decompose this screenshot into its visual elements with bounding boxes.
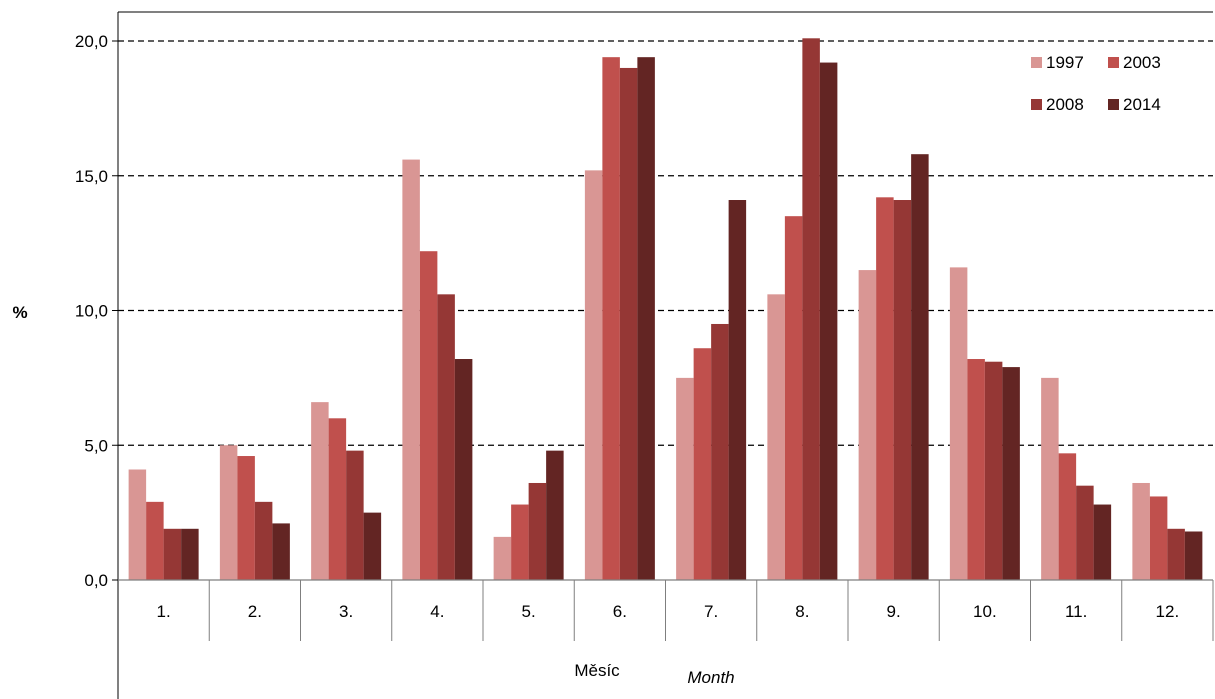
legend: 1997 2003 2008 2014 xyxy=(1031,53,1161,114)
bar-2003-2 xyxy=(237,456,255,580)
bar-1997-1 xyxy=(128,469,147,580)
x-axis-label: Měsíc xyxy=(574,661,620,680)
bar-1997-6 xyxy=(584,170,603,581)
bar-2003-10 xyxy=(967,359,985,580)
x-tick-label: 2. xyxy=(248,602,262,621)
bar-2014-10 xyxy=(1002,367,1020,580)
y-axis-label: % xyxy=(12,303,27,322)
bar-2003-1 xyxy=(146,501,164,580)
bar-2003-12 xyxy=(1149,496,1168,580)
legend-label-2003: 2003 xyxy=(1123,53,1161,72)
bar-2014-11 xyxy=(1093,504,1112,580)
x-tick-label: 11. xyxy=(1065,602,1087,621)
bar-2008-10 xyxy=(984,361,1003,580)
grid-lines xyxy=(118,40,1213,446)
bar-1997-5 xyxy=(493,536,512,580)
x-tick-label: 1. xyxy=(157,602,171,621)
bar-2008-7 xyxy=(711,323,729,580)
bar-2008-12 xyxy=(1167,528,1185,580)
legend-swatch-1997 xyxy=(1031,57,1042,68)
bar-2008-5 xyxy=(528,482,547,580)
bar-1997-10 xyxy=(949,267,968,580)
bar-1997-3 xyxy=(311,402,329,580)
legend-swatch-2014 xyxy=(1108,99,1119,110)
legend-swatch-2003 xyxy=(1108,57,1119,68)
legend-label-1997: 1997 xyxy=(1046,53,1084,72)
x-axis-label-english: Month xyxy=(687,668,734,687)
bar-2014-2 xyxy=(272,523,290,580)
x-tick-label: 10. xyxy=(973,602,997,621)
y-tick-label: 0,0 xyxy=(84,571,108,590)
bar-2014-6 xyxy=(637,57,655,581)
bar-2003-7 xyxy=(693,348,712,580)
y-tick-label: 20,0 xyxy=(75,32,108,51)
legend-swatch-2008 xyxy=(1031,99,1042,110)
bar-2008-4 xyxy=(437,294,455,580)
x-tick-label: 8. xyxy=(795,602,809,621)
bar-2003-9 xyxy=(876,197,894,580)
bar-2008-9 xyxy=(893,200,912,580)
bar-2008-8 xyxy=(802,38,820,581)
x-tick-label: 4. xyxy=(430,602,444,621)
bar-1997-9 xyxy=(858,270,877,580)
y-tick-label: 10,0 xyxy=(75,302,108,321)
x-tick-label: 5. xyxy=(522,602,536,621)
bar-1997-8 xyxy=(767,294,785,580)
legend-label-2014: 2014 xyxy=(1123,95,1161,114)
x-tick-label: 12. xyxy=(1156,602,1180,621)
x-tick-label: 3. xyxy=(339,602,353,621)
bar-2014-12 xyxy=(1184,531,1203,580)
axes xyxy=(112,11,1214,699)
bar-1997-11 xyxy=(1041,377,1059,580)
bar-2014-1 xyxy=(181,528,199,580)
bar-2014-4 xyxy=(454,359,473,580)
x-tick-label: 7. xyxy=(704,602,718,621)
bar-2014-5 xyxy=(546,450,564,580)
bar-1997-2 xyxy=(219,445,238,580)
bar-2014-3 xyxy=(363,512,382,580)
y-tick-label: 5,0 xyxy=(84,436,108,455)
y-tick-labels: 0,0 5,0 10,0 15,0 20,0 xyxy=(75,32,108,590)
bar-2008-11 xyxy=(1076,485,1094,580)
bar-2008-3 xyxy=(346,450,364,580)
bar-2003-3 xyxy=(328,418,347,580)
bar-2008-6 xyxy=(619,67,638,580)
x-tick-labels: 1. 2. 3. 4. 5. 6. 7. 8. 9. 10. 11. 12. xyxy=(157,602,1180,621)
bar-1997-4 xyxy=(402,159,420,580)
bar-2014-7 xyxy=(728,200,747,580)
bars xyxy=(128,38,1203,581)
bar-2008-2 xyxy=(254,501,273,580)
bar-2003-6 xyxy=(602,57,620,581)
bar-1997-12 xyxy=(1132,482,1150,580)
bar-2003-8 xyxy=(784,216,803,581)
y-tick-label: 15,0 xyxy=(75,167,108,186)
bar-2014-8 xyxy=(819,62,838,581)
bar-2003-4 xyxy=(419,251,438,580)
bar-2003-5 xyxy=(511,504,529,580)
legend-label-2008: 2008 xyxy=(1046,95,1084,114)
bar-2008-1 xyxy=(163,528,182,580)
x-tick-label: 9. xyxy=(887,602,901,621)
bar-2014-9 xyxy=(911,154,929,580)
bar-2003-11 xyxy=(1058,453,1077,580)
x-tick-label: 6. xyxy=(613,602,627,621)
bar-1997-7 xyxy=(676,377,694,580)
